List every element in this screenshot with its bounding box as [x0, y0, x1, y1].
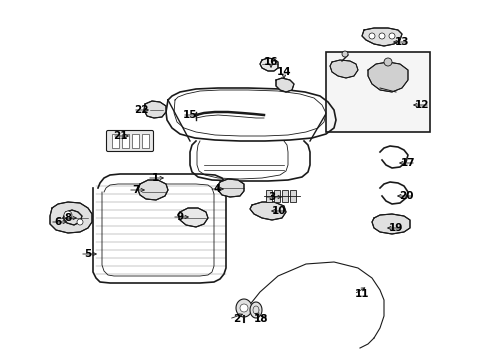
Text: 6: 6	[54, 217, 61, 227]
Polygon shape	[249, 302, 262, 318]
Polygon shape	[249, 202, 285, 220]
Text: 12: 12	[414, 100, 428, 110]
Circle shape	[341, 51, 347, 57]
Circle shape	[378, 33, 384, 39]
FancyBboxPatch shape	[106, 130, 153, 152]
Bar	[132, 134, 139, 148]
Polygon shape	[178, 208, 207, 227]
Polygon shape	[236, 299, 251, 317]
Text: 13: 13	[394, 37, 408, 47]
Text: 21: 21	[113, 131, 127, 141]
Circle shape	[383, 58, 391, 66]
Text: 14: 14	[276, 67, 291, 77]
Text: 22: 22	[134, 105, 148, 115]
Bar	[122, 134, 129, 148]
Text: 1: 1	[151, 173, 158, 183]
Circle shape	[368, 33, 374, 39]
Text: 9: 9	[176, 212, 183, 222]
Polygon shape	[50, 202, 92, 233]
Polygon shape	[218, 179, 244, 197]
Polygon shape	[240, 304, 247, 312]
Polygon shape	[138, 180, 168, 200]
Circle shape	[77, 219, 83, 225]
Polygon shape	[361, 28, 401, 46]
Text: 4: 4	[213, 184, 220, 194]
Bar	[273, 190, 280, 202]
Text: 3: 3	[268, 192, 275, 202]
Bar	[289, 190, 295, 202]
Text: 19: 19	[388, 223, 403, 233]
Text: 8: 8	[64, 213, 71, 223]
Text: 7: 7	[132, 185, 140, 195]
Polygon shape	[143, 101, 165, 118]
Text: 10: 10	[271, 206, 285, 216]
Polygon shape	[367, 62, 407, 92]
Polygon shape	[275, 78, 293, 92]
Text: 11: 11	[354, 289, 368, 299]
Polygon shape	[371, 214, 409, 234]
Bar	[112, 134, 119, 148]
Polygon shape	[260, 58, 278, 71]
Bar	[142, 134, 149, 148]
Circle shape	[388, 33, 394, 39]
Bar	[325, 52, 429, 132]
Text: 5: 5	[84, 249, 91, 259]
Text: 16: 16	[263, 57, 278, 67]
Text: 20: 20	[398, 191, 412, 201]
Bar	[282, 190, 287, 202]
Polygon shape	[63, 210, 82, 225]
Circle shape	[64, 211, 72, 219]
Text: 18: 18	[253, 314, 268, 324]
Text: 2: 2	[233, 314, 240, 324]
Text: 15: 15	[183, 110, 197, 120]
Polygon shape	[329, 60, 357, 78]
Text: 17: 17	[400, 158, 414, 168]
Bar	[265, 190, 271, 202]
